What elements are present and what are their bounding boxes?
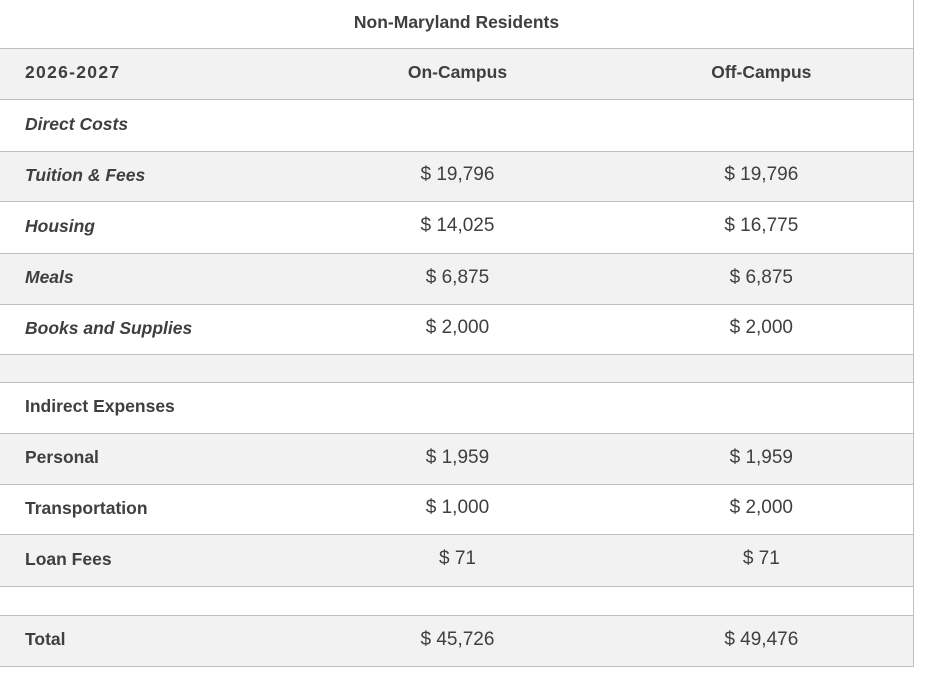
row-books-supplies: Books and Supplies $ 2,000 $ 2,000	[0, 305, 914, 355]
value-transportation-off-campus: $ 2,000	[609, 485, 914, 535]
row-personal: Personal $ 1,959 $ 1,959	[0, 434, 914, 485]
row-total: Total $ 45,726 $ 49,476	[0, 616, 914, 667]
empty-cell	[609, 100, 914, 152]
header-year: 2026-2027	[0, 49, 306, 100]
section-row-direct-costs: Direct Costs	[0, 100, 914, 152]
empty-cell	[305, 100, 610, 152]
empty-cell	[609, 383, 914, 434]
cost-of-attendance-table: Non-Maryland Residents 2026-2027 On-Camp…	[0, 0, 914, 667]
row-loan-fees: Loan Fees $ 71 $ 71	[0, 535, 914, 587]
value-loan-fees-off-campus: $ 71	[609, 535, 914, 587]
spacer-row	[0, 587, 914, 616]
label-books-supplies: Books and Supplies	[0, 305, 306, 355]
header-on-campus: On-Campus	[305, 49, 610, 100]
value-meals-off-campus: $ 6,875	[609, 254, 914, 305]
table-title-row: Non-Maryland Residents	[0, 0, 914, 49]
table-header-row: 2026-2027 On-Campus Off-Campus	[0, 49, 914, 100]
value-loan-fees-on-campus: $ 71	[305, 535, 610, 587]
spacer-cell	[0, 355, 914, 383]
row-tuition-fees: Tuition & Fees $ 19,796 $ 19,796	[0, 152, 914, 202]
section-heading-direct-costs: Direct Costs	[0, 100, 306, 152]
value-total-on-campus: $ 45,726	[305, 616, 610, 667]
label-housing: Housing	[0, 202, 306, 254]
value-housing-off-campus: $ 16,775	[609, 202, 914, 254]
section-row-indirect-expenses: Indirect Expenses	[0, 383, 914, 434]
label-loan-fees: Loan Fees	[0, 535, 306, 587]
section-heading-indirect-expenses: Indirect Expenses	[0, 383, 306, 434]
value-books-supplies-off-campus: $ 2,000	[609, 305, 914, 355]
table-title: Non-Maryland Residents	[0, 0, 914, 49]
row-meals: Meals $ 6,875 $ 6,875	[0, 254, 914, 305]
label-personal: Personal	[0, 434, 306, 485]
value-personal-on-campus: $ 1,959	[305, 434, 610, 485]
label-transportation: Transportation	[0, 485, 306, 535]
label-total: Total	[0, 616, 306, 667]
spacer-cell	[0, 587, 914, 616]
spacer-row	[0, 355, 914, 383]
value-total-off-campus: $ 49,476	[609, 616, 914, 667]
label-tuition-fees: Tuition & Fees	[0, 152, 306, 202]
value-meals-on-campus: $ 6,875	[305, 254, 610, 305]
empty-cell	[305, 383, 610, 434]
value-personal-off-campus: $ 1,959	[609, 434, 914, 485]
value-books-supplies-on-campus: $ 2,000	[305, 305, 610, 355]
header-off-campus: Off-Campus	[609, 49, 914, 100]
value-tuition-fees-off-campus: $ 19,796	[609, 152, 914, 202]
value-housing-on-campus: $ 14,025	[305, 202, 610, 254]
row-housing: Housing $ 14,025 $ 16,775	[0, 202, 914, 254]
value-transportation-on-campus: $ 1,000	[305, 485, 610, 535]
table-title-text: Non-Maryland Residents	[353, 12, 560, 32]
value-tuition-fees-on-campus: $ 19,796	[305, 152, 610, 202]
row-transportation: Transportation $ 1,000 $ 2,000	[0, 485, 914, 535]
label-meals: Meals	[0, 254, 306, 305]
